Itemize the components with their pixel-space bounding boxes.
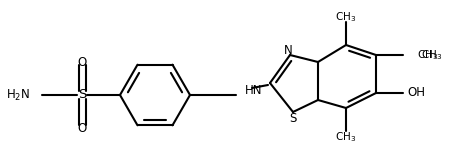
Text: N: N <box>284 44 292 57</box>
Text: S: S <box>78 88 86 101</box>
Text: $\mathregular{CH_3}$: $\mathregular{CH_3}$ <box>421 48 442 62</box>
Text: S: S <box>289 112 297 124</box>
Text: O: O <box>77 55 87 69</box>
Text: $\mathregular{CH_3}$: $\mathregular{CH_3}$ <box>336 10 356 24</box>
Text: OH: OH <box>407 86 425 99</box>
Text: HN: HN <box>245 83 262 96</box>
Text: O: O <box>77 122 87 134</box>
Text: H$_2$N: H$_2$N <box>6 87 30 103</box>
Text: $\mathregular{CH_3}$: $\mathregular{CH_3}$ <box>417 48 438 62</box>
Text: $\mathregular{CH_3}$: $\mathregular{CH_3}$ <box>336 130 356 144</box>
